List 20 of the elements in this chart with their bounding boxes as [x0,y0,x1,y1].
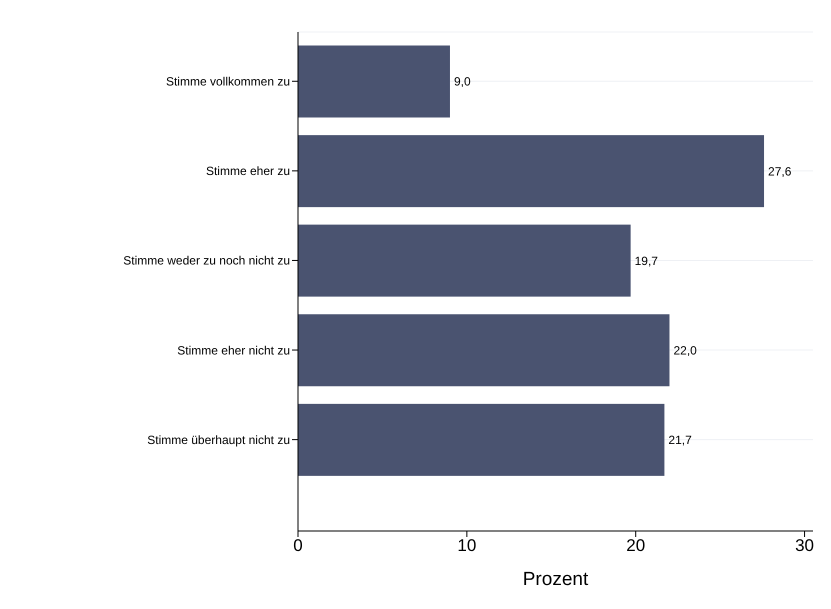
data-label: 21,7 [668,433,692,448]
y-tick-label: Stimme überhaupt nicht zu [147,432,290,447]
data-label: 9,0 [454,74,471,89]
data-label: 22,0 [673,344,698,358]
y-tick-label: Stimme eher nicht zu [177,343,290,358]
y-tick-label: Stimme weder zu noch nicht zu [123,254,290,268]
bar [298,135,764,208]
y-tick-label: Stimme eher zu [206,164,290,178]
x-tick-label: 20 [626,536,646,556]
x-tick-label: 30 [795,536,814,556]
bar [298,224,631,297]
x-axis-title: Prozent [522,569,589,590]
bar [298,314,670,386]
x-tick-label: 10 [457,536,476,556]
data-label: 27,6 [768,164,792,178]
bar [298,45,450,118]
data-label: 19,7 [634,254,658,268]
x-tick-label: 0 [293,536,303,556]
y-tick-label: Stimme vollkommen zu [166,74,290,89]
bar [298,404,664,476]
